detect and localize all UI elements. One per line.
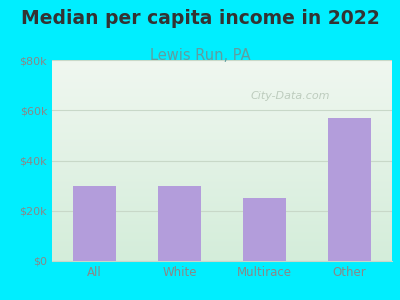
Text: Median per capita income in 2022: Median per capita income in 2022 [21,9,379,28]
Text: City-Data.com: City-Data.com [250,91,330,101]
Bar [243,198,286,261]
Bar [73,186,116,261]
Text: Lewis Run, PA: Lewis Run, PA [150,48,250,63]
Bar [158,186,201,261]
Bar [328,118,371,261]
